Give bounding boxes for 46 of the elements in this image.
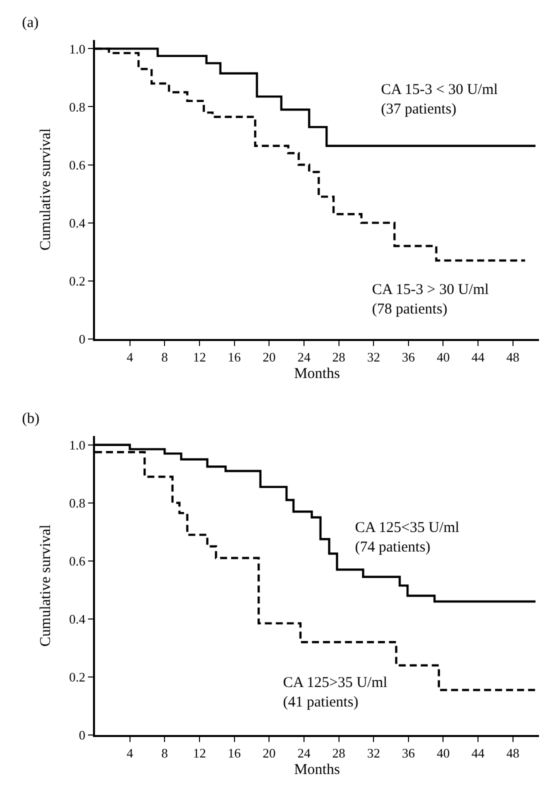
x-tick-label: 16 [228, 746, 242, 761]
chart-title: (b) [22, 411, 40, 427]
x-tick-label: 8 [161, 746, 168, 761]
x-tick-label: 48 [506, 746, 520, 761]
y-tick-label: 1.0 [69, 437, 86, 452]
x-tick-label: 24 [297, 746, 311, 761]
y-tick-label: 0.6 [69, 553, 86, 568]
x-tick-label: 8 [161, 349, 168, 364]
x-tick-label: 40 [436, 349, 450, 364]
series-label: CA 15-3 > 30 U/ml (78 patients) [372, 282, 489, 318]
x-tick-label: 44 [472, 349, 486, 364]
x-tick-label: 28 [332, 349, 346, 364]
y-tick-label: 0 [78, 728, 86, 743]
y-tick-label: 1.0 [69, 41, 86, 56]
x-tick-label: 20 [262, 349, 276, 364]
x-tick-label: 32 [367, 349, 380, 364]
x-tick-label: 48 [506, 349, 520, 364]
x-tick-label: 20 [262, 746, 276, 761]
series-label: CA 125>35 U/ml (41 patients) [283, 675, 388, 710]
y-axis-title: Cumulative survival [38, 524, 54, 647]
x-tick-label: 24 [297, 349, 311, 364]
x-tick-label: 40 [436, 746, 450, 761]
x-tick-label: 4 [126, 746, 134, 761]
x-tick-label: 12 [192, 349, 206, 364]
x-tick-label: 44 [472, 746, 486, 761]
x-axis-title: Months [294, 366, 340, 382]
x-axis-title: Months [294, 762, 340, 778]
x-tick-label: 12 [192, 746, 206, 761]
x-tick-label: 36 [402, 349, 416, 364]
y-tick-label: 0.4 [69, 215, 86, 230]
y-tick-label: 0 [78, 331, 86, 346]
y-tick-label: 0.4 [69, 611, 86, 626]
y-tick-label: 0.8 [69, 99, 86, 114]
x-tick-label: 4 [126, 349, 134, 364]
y-tick-label: 0.2 [69, 670, 86, 685]
y-tick-label: 0.8 [69, 495, 86, 510]
x-tick-label: 16 [228, 349, 242, 364]
series-label: CA 15-3 < 30 U/ml (37 patients) [381, 82, 498, 118]
y-axis-title: Cumulative survival [38, 128, 54, 250]
x-tick-label: 36 [402, 746, 416, 761]
y-tick-label: 0.6 [69, 157, 86, 172]
series-label: CA 125<35 U/ml (74 patients) [355, 520, 460, 556]
y-tick-label: 0.2 [69, 273, 86, 288]
x-tick-label: 28 [332, 746, 346, 761]
x-tick-label: 32 [367, 746, 380, 761]
chart-title: (a) [22, 15, 39, 31]
